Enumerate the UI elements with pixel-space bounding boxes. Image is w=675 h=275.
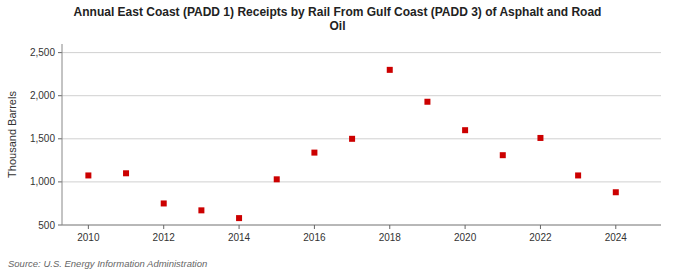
y-axis-line bbox=[62, 44, 63, 225]
points bbox=[85, 67, 618, 221]
point bbox=[85, 172, 91, 178]
y-tick bbox=[58, 95, 62, 96]
point bbox=[462, 127, 468, 133]
y-tick-label: 1,000 bbox=[30, 176, 55, 187]
x-tick bbox=[540, 225, 541, 229]
x-tick bbox=[389, 225, 390, 229]
y-tick-label: 2,500 bbox=[30, 47, 55, 58]
x-tick bbox=[314, 225, 315, 229]
title: Annual East Coast (PADD 1) Receipts by R… bbox=[74, 5, 602, 33]
point bbox=[123, 170, 129, 176]
point bbox=[613, 189, 619, 195]
y-tick-label: 2,000 bbox=[30, 90, 55, 101]
x-tick-label: 2020 bbox=[454, 232, 477, 243]
x-tick bbox=[163, 225, 164, 229]
grid-line bbox=[62, 52, 661, 53]
chart: Annual East Coast (PADD 1) Receipts by R… bbox=[0, 0, 675, 275]
point bbox=[575, 172, 581, 178]
x-tick-label: 2016 bbox=[303, 232, 326, 243]
y-tick-label: 500 bbox=[38, 220, 55, 231]
point bbox=[349, 136, 355, 142]
point bbox=[274, 176, 280, 182]
y-tick bbox=[58, 138, 62, 139]
grid-line bbox=[62, 225, 661, 226]
grid-line bbox=[62, 95, 661, 96]
x-tick bbox=[239, 225, 240, 229]
grid bbox=[62, 53, 661, 225]
point bbox=[424, 99, 430, 105]
point bbox=[537, 135, 543, 141]
x-tick-label: 2024 bbox=[605, 232, 628, 243]
point bbox=[236, 215, 242, 221]
point bbox=[161, 200, 167, 206]
grid-line bbox=[62, 138, 661, 139]
x-tick bbox=[88, 225, 89, 229]
x-tick-label: 2012 bbox=[153, 232, 176, 243]
y-tick bbox=[58, 52, 62, 53]
x-tick-label: 2014 bbox=[228, 232, 251, 243]
point bbox=[311, 150, 317, 156]
x-axis-line bbox=[62, 225, 661, 226]
source-note: Source: U.S. Energy Information Administ… bbox=[8, 258, 207, 269]
x-tick bbox=[615, 225, 616, 229]
y-tick bbox=[58, 225, 62, 226]
point bbox=[500, 152, 506, 158]
x-tick-label: 2018 bbox=[379, 232, 402, 243]
y-axis-label: Thousand Barrels bbox=[6, 91, 18, 178]
point bbox=[198, 207, 204, 213]
point bbox=[387, 67, 393, 73]
y-tick bbox=[58, 181, 62, 182]
grid-line bbox=[62, 181, 661, 182]
x-tick-label: 2022 bbox=[529, 232, 552, 243]
y-tick-label: 1,500 bbox=[30, 133, 55, 144]
x-tick bbox=[465, 225, 466, 229]
x-tick-label: 2010 bbox=[77, 232, 100, 243]
